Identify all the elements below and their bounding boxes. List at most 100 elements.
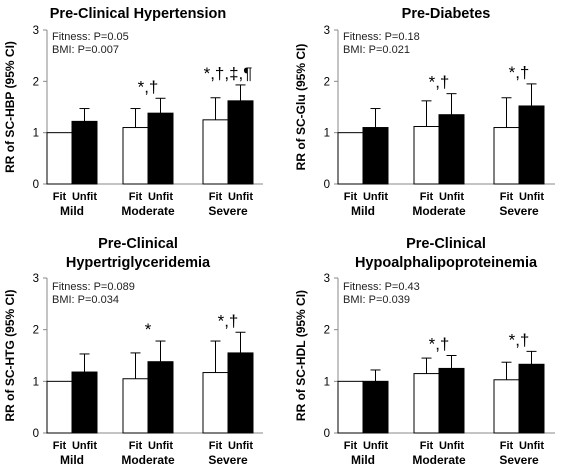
bar-unfit [362,127,389,185]
bar-label-unfit: Unfit [148,440,173,452]
y-axis-label: RR of SC-HBP (95% CI) [3,41,17,173]
y-tick-label: 0 [33,428,39,440]
category-label: Mild [60,453,84,467]
bar-fit [202,119,229,185]
significance-marker: *,† [429,335,450,354]
bar-unfit [438,114,465,185]
category-label: Mild [351,453,375,467]
bar-label-fit: Fit [209,440,223,452]
bar-label-unfit: Unfit [439,440,464,452]
significance-marker: *,† [138,77,159,96]
bar-unfit [438,367,465,434]
bar-label-unfit: Unfit [363,191,388,203]
bar-fit [413,373,440,434]
bar-fit [46,380,73,434]
chart-title: Pre-Clinical [406,236,486,252]
y-tick-label: 1 [33,128,39,140]
bar-unfit [518,363,545,434]
y-tick-label: 2 [33,325,39,337]
y-tick-label: 2 [324,76,330,88]
bar-unfit [71,120,98,185]
category-label: Moderate [121,204,175,218]
y-tick-label: 2 [324,325,330,337]
bar-unfit [518,105,545,185]
bar-label-unfit: Unfit [228,191,253,203]
bar-label-fit: Fit [344,440,358,452]
bar-unfit [227,100,254,185]
significance-marker: *,† [218,311,239,330]
chart-title: Pre-Clinical [98,236,178,252]
bar-unfit [71,371,98,434]
chart-panel-2: Pre-Diabetes RR of SC-Glu (95% CI) 0 1 2 3 Fit… [294,6,555,218]
y-tick-label: 1 [324,128,330,140]
bar-label-unfit: Unfit [519,191,544,203]
bar-label-fit: Fit [129,191,143,203]
y-axis-label: RR of SC-Glu (95% CI) [294,44,308,171]
y-tick-label: 2 [33,76,39,88]
bar-label-unfit: Unfit [519,440,544,452]
category-label: Moderate [412,453,466,467]
chart-title: Pre-Clinical Hypertension [50,6,226,22]
bar-label-fit: Fit [500,191,514,203]
bar-fit [337,380,364,434]
stat-annotation: BMI: P=0.034 [52,294,119,306]
y-tick-label: 3 [324,25,330,37]
bar-fit [122,378,149,434]
bar-unfit [147,112,174,185]
category-label: Moderate [121,453,175,467]
stat-annotation: BMI: P=0.021 [343,44,410,56]
y-tick-label: 1 [33,376,39,388]
bar-fit [413,126,440,185]
bar-label-fit: Fit [53,191,67,203]
bar-label-fit: Fit [344,191,358,203]
chart-title: Hypoalphalipoproteinemia [355,255,538,271]
chart-panel-1: Pre-Clinical Hypertension RR of SC-HBP (9… [3,6,263,218]
bar-unfit [227,352,254,434]
significance-marker: * [145,320,152,339]
bar-fit [122,127,149,185]
y-tick-label: 3 [33,273,39,285]
bar-label-unfit: Unfit [72,191,97,203]
stat-annotation: Fitness: P=0.43 [343,281,420,293]
chart-panel-3: Pre-Clinical Hypertriglyceridemia RR of SC… [3,236,263,467]
significance-marker: *,†,‡,¶ [204,64,253,83]
bar-label-fit: Fit [420,191,434,203]
significance-marker: *,† [509,63,530,82]
y-axis-label: RR of SC-HDL (95% CI) [294,290,308,421]
bar-label-unfit: Unfit [72,440,97,452]
category-label: Severe [208,204,248,218]
category-label: Moderate [412,204,466,218]
chart-title: Hypertriglyceridemia [66,255,211,271]
category-label: Mild [60,204,84,218]
bar-label-fit: Fit [129,440,143,452]
bar-label-unfit: Unfit [363,440,388,452]
bar-unfit [147,361,174,434]
category-label: Severe [499,453,539,467]
bar-fit [493,127,520,185]
bar-label-unfit: Unfit [148,191,173,203]
bar-label-fit: Fit [420,440,434,452]
y-tick-label: 1 [324,376,330,388]
chart-title: Pre-Diabetes [402,6,491,22]
significance-marker: *,† [429,73,450,92]
y-tick-label: 3 [33,25,39,37]
stat-annotation: Fitness: P=0.18 [343,31,420,43]
category-label: Severe [499,204,539,218]
y-tick-label: 0 [324,428,330,440]
y-axis-label: RR of SC-HTG (95% CI) [3,289,17,421]
bar-fit [202,372,229,434]
bar-fit [493,379,520,434]
category-label: Mild [351,204,375,218]
stat-annotation: Fitness: P=0.089 [52,281,135,293]
bar-label-unfit: Unfit [228,440,253,452]
bar-label-fit: Fit [53,440,67,452]
y-tick-label: 0 [324,179,330,191]
stat-annotation: Fitness: P=0.05 [52,31,129,43]
category-label: Severe [208,453,248,467]
y-tick-label: 0 [33,179,39,191]
bar-label-unfit: Unfit [439,191,464,203]
significance-marker: *,† [509,330,530,349]
bar-fit [337,132,364,185]
bar-fit [46,132,73,185]
